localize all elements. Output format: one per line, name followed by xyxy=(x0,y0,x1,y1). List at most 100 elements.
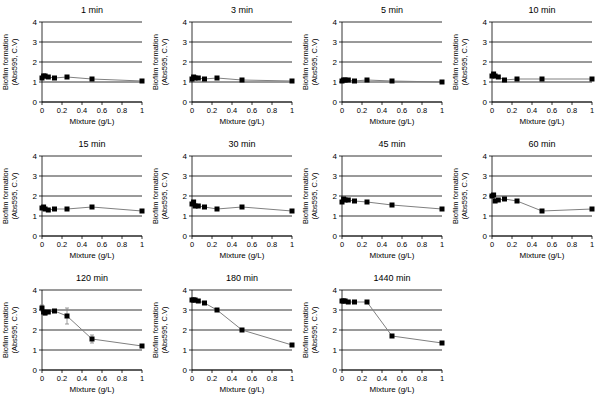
grid-line xyxy=(192,62,292,63)
x-tick xyxy=(82,236,83,239)
grid-line xyxy=(42,42,142,43)
data-group xyxy=(40,74,145,84)
grid-line xyxy=(492,216,592,217)
title: 120 min xyxy=(76,273,108,283)
x-tick-label: 0.4 xyxy=(527,240,537,249)
grid-line xyxy=(192,216,292,217)
y-tick xyxy=(189,176,192,177)
marker xyxy=(346,300,351,305)
y-label: Biofilm formation xyxy=(301,34,310,90)
x-tick-label: 0.4 xyxy=(77,240,87,249)
y-label: (Abs595, C.V) xyxy=(460,38,469,86)
x-tick-label: 1 xyxy=(140,240,144,249)
grid-line xyxy=(342,290,442,291)
x-tick xyxy=(492,236,493,239)
grid-line xyxy=(192,196,292,197)
y-tick-label: 4 xyxy=(183,286,188,295)
data-group xyxy=(340,197,445,212)
marker xyxy=(46,208,51,213)
title: 3 min xyxy=(231,5,253,15)
x-tick-label: 0.8 xyxy=(117,240,127,249)
x-tick xyxy=(272,102,273,105)
y-tick xyxy=(339,290,342,291)
x-tick xyxy=(122,370,123,373)
x-tick xyxy=(142,102,143,105)
y-label: Biofilm formation xyxy=(151,302,160,358)
y-label: Biofilm formation xyxy=(151,34,160,90)
x-tick-label: 0.4 xyxy=(77,106,87,115)
y-tick xyxy=(189,216,192,217)
y-tick-label: 1 xyxy=(183,346,188,355)
marker xyxy=(196,76,201,81)
error-bar xyxy=(90,335,94,343)
y-tick xyxy=(39,42,42,43)
y-tick xyxy=(39,290,42,291)
panel: 45 min0123400.20.40.60.81Mixture (g/L)Bi… xyxy=(301,139,445,260)
x-tick-label: 0 xyxy=(40,106,44,115)
marker xyxy=(540,77,545,82)
x-tick-label: 1 xyxy=(440,374,444,383)
marker xyxy=(496,75,501,80)
x-tick-label: 0.8 xyxy=(567,106,577,115)
y-tick-label: 1 xyxy=(33,212,38,221)
x-tick-label: 0.8 xyxy=(417,106,427,115)
error-cap xyxy=(90,343,94,344)
marker xyxy=(502,78,507,83)
data-group xyxy=(190,298,295,348)
x-tick-label: 0.4 xyxy=(377,374,387,383)
x-tick-label: 0.6 xyxy=(97,240,107,249)
x-tick-label: 0.8 xyxy=(567,240,577,249)
grid-line xyxy=(42,236,142,237)
y-tick xyxy=(339,350,342,351)
grid-line xyxy=(42,82,142,83)
x-label: Mixture (g/L) xyxy=(220,251,265,260)
x-tick-label: 1 xyxy=(140,106,144,115)
grid-line xyxy=(342,42,442,43)
x-tick-label: 0 xyxy=(190,106,194,115)
marker xyxy=(540,209,545,214)
y-tick-label: 0 xyxy=(483,98,488,107)
panel: 120 min0123400.20.40.60.81Mixture (g/L)B… xyxy=(1,273,145,394)
x-tick-label: 0.2 xyxy=(357,374,367,383)
y-tick xyxy=(339,236,342,237)
data-group xyxy=(340,299,445,346)
y-tick xyxy=(339,156,342,157)
y-tick-label: 1 xyxy=(333,78,338,87)
x-tick-label: 0.8 xyxy=(267,374,277,383)
title: 45 min xyxy=(378,139,405,149)
x-tick xyxy=(492,102,493,105)
x-tick xyxy=(62,102,63,105)
x-tick-label: 1 xyxy=(440,240,444,249)
x-tick xyxy=(422,236,423,239)
y-tick-label: 2 xyxy=(33,326,38,335)
y-tick xyxy=(489,236,492,237)
marker xyxy=(215,308,220,313)
grid-line xyxy=(192,176,292,177)
y-label: Biofilm formation xyxy=(451,168,460,224)
x-tick-label: 0.6 xyxy=(247,106,257,115)
x-tick-label: 0 xyxy=(340,106,344,115)
marker xyxy=(515,199,520,204)
data-group xyxy=(190,200,295,214)
y-tick-label: 1 xyxy=(333,212,338,221)
y-label: (Abs595, C.V) xyxy=(310,38,319,86)
y-tick xyxy=(189,102,192,103)
error-bar xyxy=(65,308,69,324)
marker xyxy=(202,205,207,210)
y-tick xyxy=(39,176,42,177)
x-tick-label: 0 xyxy=(490,240,494,249)
x-tick-label: 0.2 xyxy=(57,240,67,249)
y-tick xyxy=(39,22,42,23)
error-cap xyxy=(65,308,69,309)
grid-line xyxy=(42,350,142,351)
marker xyxy=(90,205,95,210)
x-label: Mixture (g/L) xyxy=(370,251,415,260)
data-group xyxy=(40,305,145,349)
x-tick-label: 0 xyxy=(340,374,344,383)
panel: 5 min0123400.20.40.60.81Mixture (g/L)Bio… xyxy=(301,5,445,126)
y-tick xyxy=(339,176,342,177)
y-tick-label: 1 xyxy=(333,346,338,355)
y-tick xyxy=(339,42,342,43)
title: 10 min xyxy=(528,5,555,15)
grid-line xyxy=(492,22,592,23)
